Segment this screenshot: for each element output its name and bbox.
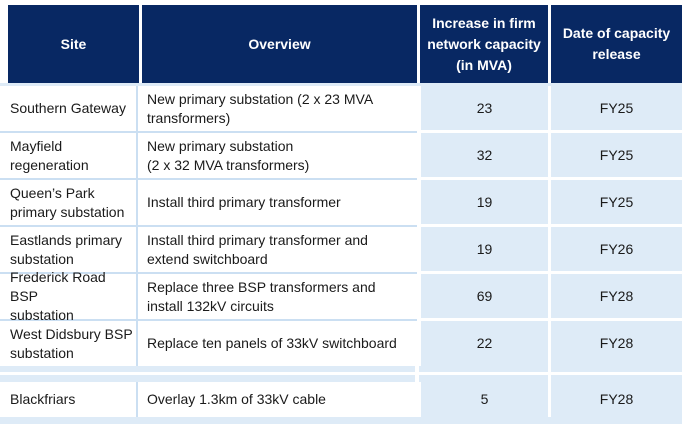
capacity-cell: 22	[417, 321, 548, 366]
divider-column-gap	[548, 366, 551, 382]
release-date-cell: FY25	[548, 86, 682, 133]
site-cell: Southern Gateway	[0, 86, 138, 133]
table-row: Southern Gateway New primary substation …	[0, 86, 682, 133]
divider-white-line	[0, 372, 682, 375]
capacity-cell: 19	[417, 227, 548, 274]
table-row: Eastlands primary substation Install thi…	[0, 227, 682, 274]
site-cell: Queen’s Park primary substation	[0, 180, 138, 227]
table-row: West Didsbury BSP substation Replace ten…	[0, 321, 682, 366]
overview-cell: Replace three BSP transformers and insta…	[138, 274, 417, 321]
overview-cell: Install third primary transformer and ex…	[138, 227, 417, 274]
overview-cell: Replace ten panels of 33kV switchboard	[138, 321, 417, 366]
table-row: Frederick Road BSP substation Replace th…	[0, 269, 682, 323]
site-cell: Eastlands primary substation	[0, 227, 138, 274]
site-cell: Frederick Road BSP substation	[0, 269, 138, 323]
table-header-row: Site Overview Increase in firm network c…	[8, 5, 682, 83]
column-header-capacity-increase: Increase in firm network capacity (in MV…	[417, 5, 548, 83]
release-date-cell: FY25	[548, 133, 682, 180]
release-date-cell: FY28	[548, 382, 682, 417]
divider-column-gap	[415, 366, 419, 382]
table-row: Blackfriars Overlay 1.3km of 33kV cable …	[0, 382, 682, 417]
table-row: Mayfield regeneration New primary substa…	[0, 133, 682, 180]
table-row: Queen’s Park primary substation Install …	[0, 180, 682, 227]
release-date-cell: FY25	[548, 180, 682, 227]
table-bottom-border	[0, 417, 682, 424]
column-header-site: Site	[60, 35, 87, 52]
capacity-cell: 5	[417, 382, 548, 417]
header-underline	[0, 83, 682, 86]
column-header-overview: Overview	[139, 5, 417, 83]
site-cell: Mayfield regeneration	[0, 133, 138, 180]
overview-cell: New primary substation (2 x 23 MVA trans…	[138, 86, 417, 133]
column-header-release-date: Date of capacity release	[548, 5, 682, 83]
thick-row-divider	[0, 366, 682, 382]
site-cell: Blackfriars	[0, 382, 138, 417]
overview-cell: Install third primary transformer	[138, 180, 417, 227]
capacity-cell: 32	[417, 133, 548, 180]
overview-cell: Overlay 1.3km of 33kV cable	[138, 382, 417, 417]
release-date-cell: FY28	[548, 321, 682, 366]
release-date-cell: FY26	[548, 227, 682, 274]
site-cell: West Didsbury BSP substation	[0, 321, 138, 366]
capacity-cell: 23	[417, 86, 548, 133]
capacity-cell: 19	[417, 180, 548, 227]
capacity-cell: 69	[417, 274, 548, 321]
release-date-cell: FY28	[548, 274, 682, 321]
overview-cell: New primary substation (2 x 32 MVA trans…	[138, 133, 417, 180]
